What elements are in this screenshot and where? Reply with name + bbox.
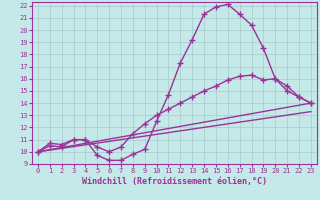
X-axis label: Windchill (Refroidissement éolien,°C): Windchill (Refroidissement éolien,°C) <box>82 177 267 186</box>
